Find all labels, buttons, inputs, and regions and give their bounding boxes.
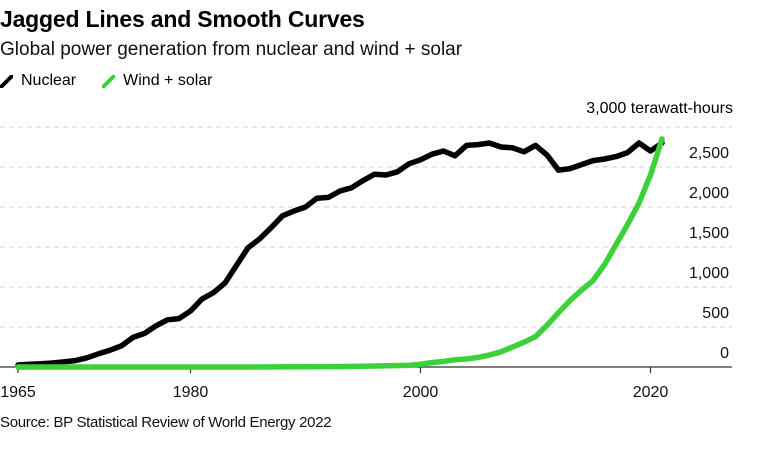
source-note: Source: BP Statistical Review of World E… bbox=[0, 414, 332, 431]
y-unit-label: 3,000 terawatt-hours bbox=[586, 100, 733, 117]
x-tick-label-1980: 1980 bbox=[173, 384, 209, 401]
legend-item-wind-solar: Wind + solar bbox=[102, 72, 213, 90]
x-tick-labels: 1965 1980 2000 2020 bbox=[0, 384, 668, 401]
y-tick-label-1000: 1,000 bbox=[689, 265, 729, 282]
legend-swatch-wind-solar bbox=[102, 74, 116, 88]
y-tick-label-0: 0 bbox=[720, 345, 729, 362]
x-tick-label-1965: 1965 bbox=[0, 384, 36, 401]
legend-item-nuclear: Nuclear bbox=[0, 72, 76, 90]
y-tick-label-500: 500 bbox=[702, 305, 729, 322]
gridlines bbox=[0, 126, 732, 328]
legend: Nuclear Wind + solar bbox=[0, 72, 239, 90]
legend-label-nuclear: Nuclear bbox=[21, 72, 77, 89]
y-tick-label-1500: 1,500 bbox=[689, 225, 729, 242]
x-tick-label-2020: 2020 bbox=[633, 384, 669, 401]
chart-subtitle: Global power generation from nuclear and… bbox=[0, 39, 463, 60]
x-tick-label-2000: 2000 bbox=[403, 384, 439, 401]
y-tick-label-2000: 2,000 bbox=[689, 185, 729, 202]
y-tick-label-2500: 2,500 bbox=[689, 145, 729, 162]
series-line-nuclear bbox=[15, 140, 665, 368]
series-line-wind-solar bbox=[15, 136, 665, 370]
legend-label-wind-solar: Wind + solar bbox=[123, 72, 213, 89]
legend-swatch-nuclear bbox=[0, 74, 13, 88]
series-lines bbox=[15, 136, 665, 370]
y-tick-labels: 0 500 1,000 1,500 2,000 2,500 bbox=[689, 145, 729, 362]
chart-title: Jagged Lines and Smooth Curves bbox=[0, 6, 365, 32]
